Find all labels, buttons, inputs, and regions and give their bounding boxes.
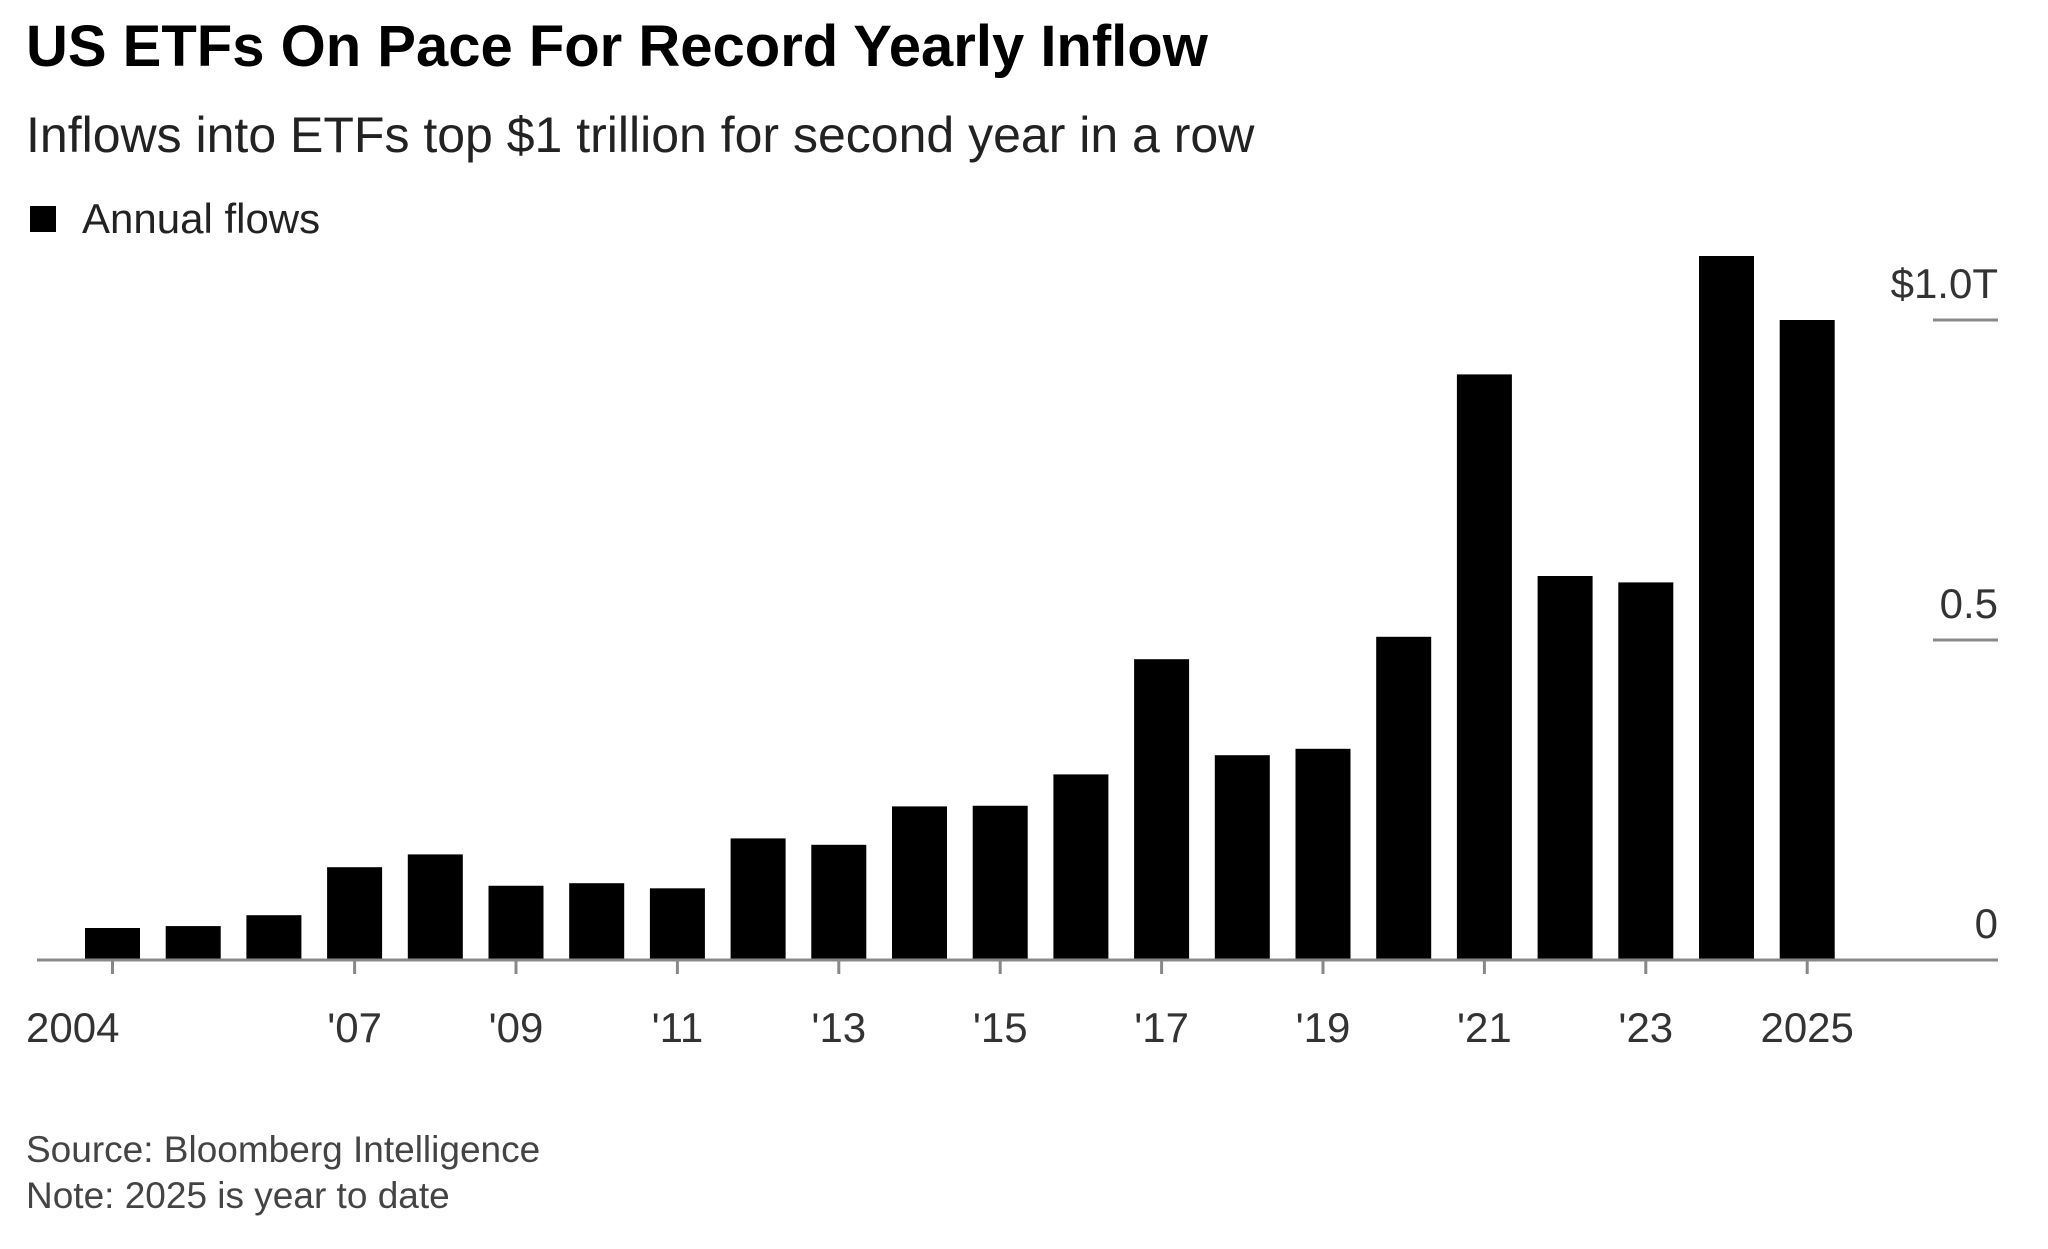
bar-2017 [1134, 659, 1190, 960]
bar-2007 [327, 867, 383, 960]
bar-2011 [649, 888, 705, 960]
x-tick-label: '15 [973, 1004, 1028, 1051]
x-tick-label: '17 [1134, 1004, 1189, 1051]
bar-2020 [1376, 636, 1432, 960]
x-tick-label: '11 [652, 1004, 704, 1051]
source-note: Source: Bloomberg Intelligence [26, 1129, 540, 1170]
x-tick-label: '07 [327, 1004, 382, 1051]
legend-swatch [30, 206, 56, 232]
bar-2016 [1053, 774, 1109, 960]
bar-2005 [165, 926, 221, 960]
x-tick-label: 2004 [26, 1004, 119, 1051]
bar-2012 [730, 838, 786, 960]
bar-2006 [246, 915, 302, 960]
x-tick-label: '21 [1457, 1004, 1512, 1051]
x-tick-label: '09 [489, 1004, 544, 1051]
bar-2025 [1779, 320, 1835, 960]
bar-2023 [1618, 582, 1674, 960]
bar-2021 [1456, 374, 1512, 960]
bar-2004 [85, 928, 140, 960]
bar-2009 [488, 885, 544, 960]
y-tick-label: 0 [1975, 900, 1998, 947]
bar-2013 [811, 844, 867, 960]
x-tick-label: 2025 [1760, 1004, 1853, 1051]
x-tick-label: '23 [1618, 1004, 1673, 1051]
y-tick-label: $1.0T [1891, 260, 1998, 307]
bar-2015 [972, 805, 1028, 960]
footnote: Note: 2025 is year to date [26, 1175, 450, 1216]
chart-subtitle: Inflows into ETFs top $1 trillion for se… [26, 107, 1255, 163]
bar-2019 [1295, 748, 1351, 960]
bar-2024 [1699, 256, 1754, 960]
legend-label: Annual flows [82, 195, 320, 242]
x-tick-label: '13 [811, 1004, 866, 1051]
bar-2008 [407, 854, 463, 960]
bar-2022 [1537, 576, 1593, 960]
bar-2018 [1214, 755, 1270, 960]
bar-2010 [569, 883, 625, 960]
y-tick-label: 0.5 [1940, 580, 1998, 627]
x-tick-label: '19 [1296, 1004, 1351, 1051]
chart-title: US ETFs On Pace For Record Yearly Inflow [26, 14, 1209, 79]
bar-2014 [892, 806, 947, 960]
